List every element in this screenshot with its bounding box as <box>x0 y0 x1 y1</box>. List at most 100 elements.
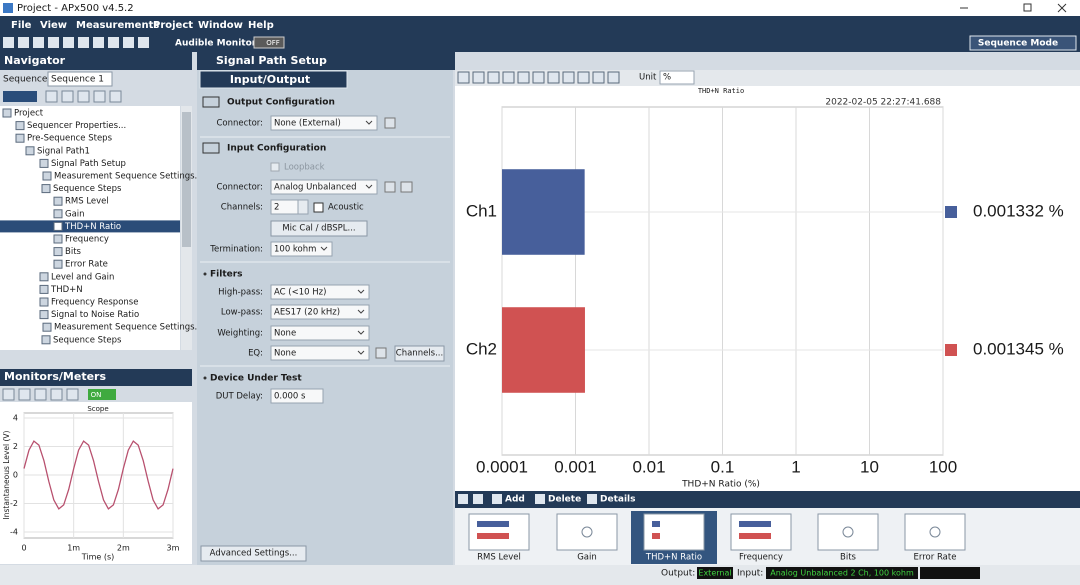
details-button[interactable]: Details <box>600 495 635 505</box>
field[interactable] <box>270 179 378 195</box>
nav-button[interactable] <box>458 494 468 504</box>
small-button[interactable] <box>384 181 396 193</box>
field[interactable] <box>270 345 370 361</box>
add-button[interactable]: Add <box>505 495 525 505</box>
thumbnail-label[interactable]: THD+N Ratio <box>645 553 702 563</box>
field[interactable] <box>270 325 370 341</box>
result-button[interactable] <box>487 71 500 84</box>
field[interactable] <box>270 304 370 320</box>
result-button[interactable] <box>472 71 485 84</box>
tree-item[interactable]: Frequency <box>65 235 109 245</box>
toolbar-button[interactable] <box>48 37 59 48</box>
result-button[interactable] <box>592 71 605 84</box>
toolbar-button[interactable] <box>123 37 134 48</box>
thumbnail-label[interactable]: Gain <box>577 553 597 563</box>
tree-item[interactable]: Measurement Sequence Settings.. <box>54 172 200 182</box>
tree-item[interactable]: Signal to Noise Ratio <box>51 310 139 320</box>
tree-item[interactable]: Level and Gain <box>51 272 114 282</box>
menu-item[interactable]: Window <box>198 20 243 31</box>
field[interactable] <box>270 115 378 131</box>
delete-icon[interactable] <box>535 494 545 504</box>
thumbnail-label[interactable]: RMS Level <box>477 553 521 563</box>
add-icon[interactable] <box>492 494 502 504</box>
nav-button[interactable] <box>77 90 90 103</box>
maximize-button[interactable] <box>1023 3 1032 12</box>
unit-dropdown[interactable] <box>659 70 695 85</box>
small-button[interactable] <box>384 117 396 129</box>
checkbox[interactable] <box>270 162 280 172</box>
toolbar-button[interactable] <box>138 37 149 48</box>
run-button[interactable] <box>3 91 37 102</box>
result-button[interactable] <box>457 71 470 84</box>
nav-button[interactable] <box>61 90 74 103</box>
monitor-button[interactable] <box>66 388 79 401</box>
tree-item[interactable]: Sequence Steps <box>53 335 122 345</box>
thumbnail[interactable] <box>904 513 966 551</box>
thumbnail-label[interactable]: Frequency <box>739 553 783 563</box>
thumbnail-label[interactable]: Bits <box>840 553 857 563</box>
tree-item[interactable]: Error Rate <box>65 260 108 270</box>
sequence-dropdown[interactable] <box>47 71 113 87</box>
view-dropdown[interactable] <box>199 70 348 89</box>
toolbar-button[interactable] <box>63 37 74 48</box>
button[interactable] <box>394 345 445 362</box>
result-button[interactable] <box>562 71 575 84</box>
tree-item[interactable]: Bits <box>65 247 82 257</box>
thumbnail[interactable] <box>643 513 705 551</box>
thumbnail[interactable] <box>817 513 879 551</box>
mode-dropdown[interactable] <box>969 35 1077 51</box>
nav-button[interactable] <box>93 90 106 103</box>
result-button[interactable] <box>502 71 515 84</box>
monitor-button[interactable] <box>18 388 31 401</box>
field[interactable] <box>270 241 333 257</box>
thumbnail-label[interactable]: Error Rate <box>914 553 957 563</box>
details-icon[interactable] <box>587 494 597 504</box>
tree-item[interactable]: Sequence Steps <box>53 184 122 194</box>
result-button[interactable] <box>517 71 530 84</box>
monitor-button[interactable] <box>2 388 15 401</box>
checkbox[interactable] <box>313 202 324 213</box>
thumbnail[interactable] <box>468 513 530 551</box>
toolbar-button[interactable] <box>93 37 104 48</box>
small-button[interactable] <box>400 181 413 193</box>
button[interactable] <box>200 545 307 562</box>
result-button[interactable] <box>607 71 620 84</box>
tree-item[interactable]: Pre-Sequence Steps <box>27 134 113 144</box>
nav-button[interactable] <box>109 90 122 103</box>
thumbnail[interactable] <box>556 513 618 551</box>
result-button[interactable] <box>547 71 560 84</box>
result-button[interactable] <box>577 71 590 84</box>
tree-item[interactable]: Gain <box>65 209 85 219</box>
tree-item[interactable]: RMS Level <box>65 197 109 207</box>
toolbar-button[interactable] <box>33 37 44 48</box>
toolbar-button[interactable] <box>18 37 29 48</box>
toggle[interactable] <box>88 389 116 400</box>
tree-item[interactable]: Signal Path1 <box>37 146 90 156</box>
result-button[interactable] <box>532 71 545 84</box>
monitor-button[interactable] <box>34 388 47 401</box>
field[interactable] <box>270 284 370 300</box>
tree-item[interactable]: Frequency Response <box>51 298 138 308</box>
tree-item[interactable]: THD+N Ratio <box>64 222 121 232</box>
menu-item[interactable]: Project <box>153 20 193 31</box>
menu-item[interactable]: View <box>40 20 67 31</box>
menu-item[interactable]: File <box>11 20 32 31</box>
tree-item[interactable]: Signal Path Setup <box>51 159 126 169</box>
nav-button[interactable] <box>473 494 483 504</box>
delete-button[interactable]: Delete <box>548 495 581 505</box>
button[interactable] <box>270 220 368 237</box>
menu-item[interactable]: Measurements <box>76 20 159 31</box>
monitor-button[interactable] <box>50 388 63 401</box>
field[interactable] <box>270 388 324 404</box>
tree-item[interactable]: THD+N <box>50 285 83 295</box>
toolbar-button[interactable] <box>108 37 119 48</box>
thumbnail[interactable] <box>730 513 792 551</box>
nav-button[interactable] <box>45 90 58 103</box>
toggle[interactable] <box>253 36 285 49</box>
tree-item[interactable]: Sequencer Properties... <box>27 121 126 131</box>
small-button[interactable] <box>375 347 387 359</box>
tree-item[interactable]: Project <box>14 109 44 119</box>
toolbar-button[interactable] <box>78 37 89 48</box>
toolbar-button[interactable] <box>3 37 14 48</box>
menu-item[interactable]: Help <box>248 20 274 31</box>
